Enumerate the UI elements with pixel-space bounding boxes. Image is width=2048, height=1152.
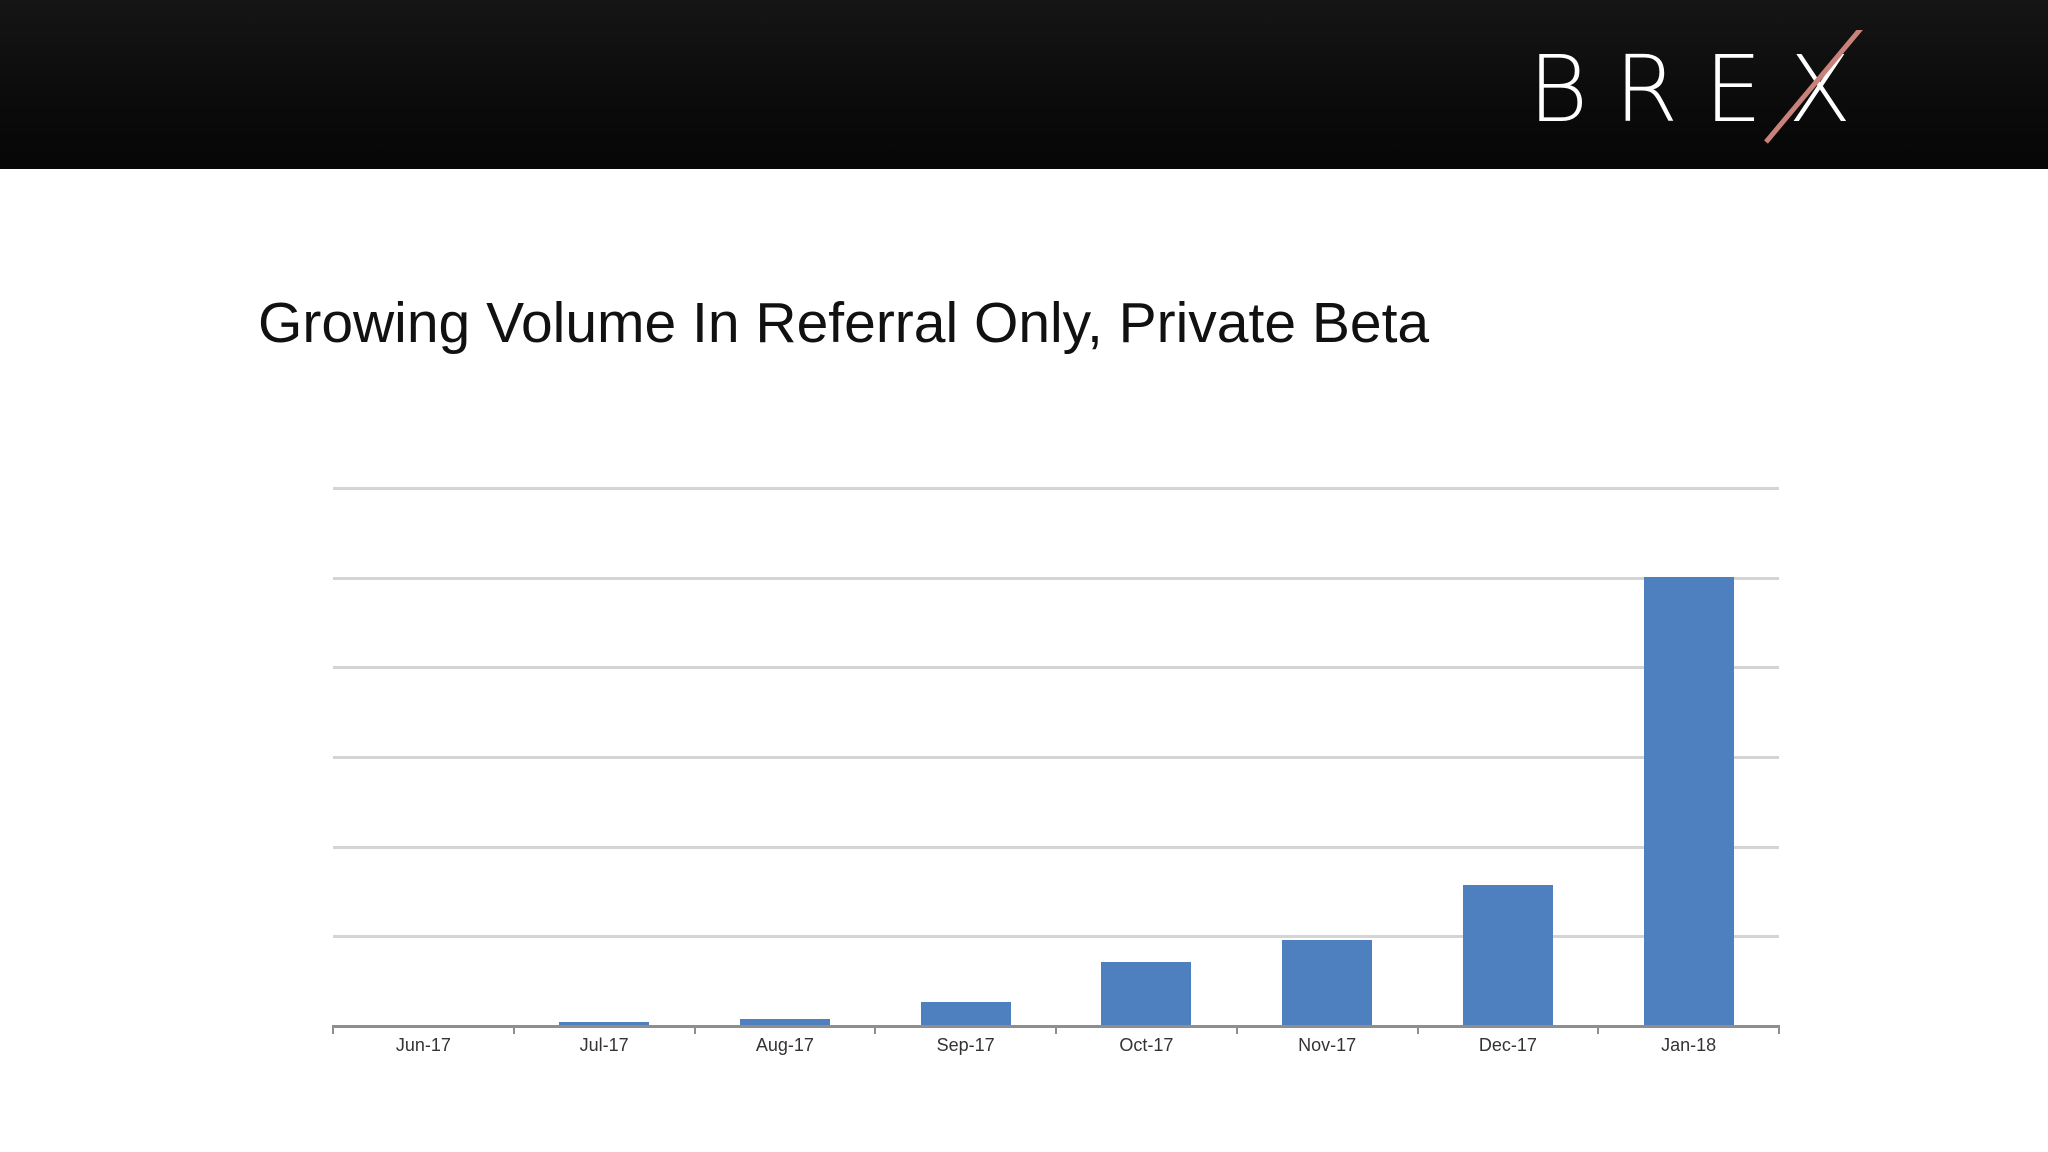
bar-sep-17 (920, 1001, 1011, 1025)
x-axis-label: Jun-17 (395, 1035, 451, 1055)
gridline (333, 935, 1779, 939)
brex-logo: BREX (1528, 30, 1868, 150)
x-axis-label: Sep-17 (936, 1035, 995, 1055)
bar-aug-17 (739, 1018, 830, 1025)
x-axis-tick (874, 1025, 877, 1034)
bar-jul-17 (559, 1022, 650, 1025)
header-banner: BREX (0, 0, 2048, 169)
bar-dec-17 (1462, 885, 1553, 1025)
x-axis-label: Jan-18 (1661, 1035, 1717, 1055)
gridline (333, 576, 1779, 580)
logo-accent-slash-icon (1764, 30, 1863, 144)
bar-oct-17 (1101, 962, 1192, 1025)
x-axis-label: Jul-17 (579, 1035, 629, 1055)
bar-chart: Jun-17 Jul-17 Aug-17 Sep-17 Oct-17 Nov-17 Dec-… (332, 480, 1780, 1080)
gridline (333, 486, 1779, 490)
x-axis-tick (1778, 1025, 1780, 1034)
slide-title: Growing Volume In Referral Only, Private… (258, 291, 1430, 355)
x-axis-tick (693, 1025, 696, 1034)
logo-text: BREX (1528, 36, 1878, 143)
bar-nov-17 (1282, 939, 1373, 1025)
x-axis-tick (512, 1025, 515, 1034)
gridline (333, 845, 1779, 849)
x-axis-label: Oct-17 (1119, 1035, 1174, 1055)
x-axis-tick (332, 1025, 334, 1034)
x-axis-label: Nov-17 (1298, 1035, 1357, 1055)
gridline (333, 755, 1779, 759)
gridline (333, 666, 1779, 670)
x-axis-tick (1416, 1025, 1419, 1034)
x-axis-label: Aug-17 (755, 1035, 814, 1055)
x-axis-tick (1235, 1025, 1238, 1034)
bar-jan-18 (1643, 576, 1734, 1025)
x-axis-tick (1597, 1025, 1600, 1034)
x-axis-tick (1055, 1025, 1057, 1034)
x-axis-label: Dec-17 (1478, 1035, 1537, 1055)
